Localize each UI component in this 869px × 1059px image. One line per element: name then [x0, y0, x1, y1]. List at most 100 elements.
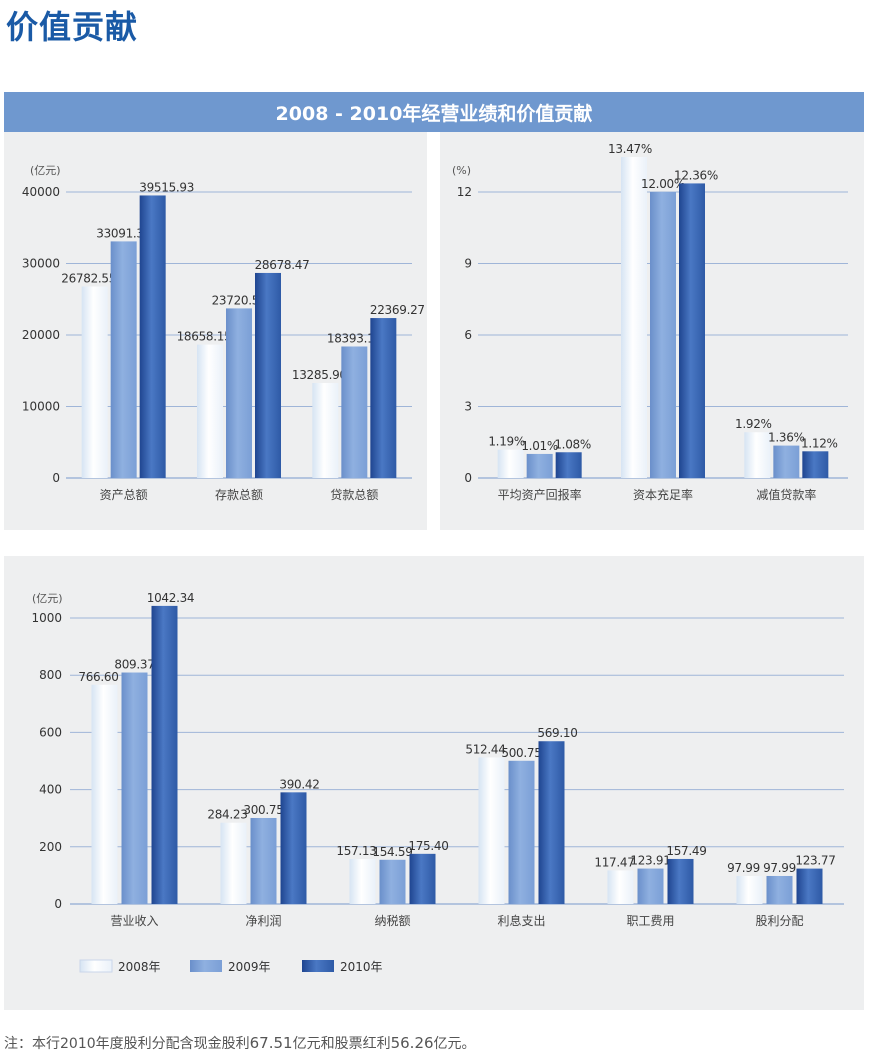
data-label: 12.36%: [674, 168, 718, 182]
y-tick-label: 0: [54, 897, 62, 911]
footnote-text-1: 注：本行2010年度股利分配含现金股利: [4, 1036, 250, 1052]
bar-2009: [250, 817, 277, 904]
y-tick-label: 600: [39, 725, 62, 739]
chart-panel-scale: (亿元) 0 10000 20000 30000 40000 26782.55 33091.3…: [4, 132, 427, 530]
y-tick-label: 0: [52, 471, 60, 485]
data-label: 23720.55: [212, 293, 267, 307]
y-tick-label: 200: [39, 840, 62, 854]
bar-2008: [349, 859, 376, 904]
data-label: 1.01%: [521, 439, 558, 453]
x-category-label: 平均资产回报率: [498, 487, 582, 502]
x-category-label: 资本充足率: [633, 487, 693, 502]
bar-2010: [409, 853, 436, 904]
y-unit-label: (亿元): [30, 164, 61, 177]
chart-panel-contribution: (亿元) 0 200 400 600 800 1000 766.60 809.37 1042.34…: [4, 556, 864, 1010]
chart-ratios-svg: (%) 0 3 6 9 12 1.19%1.01%1.08% 平均资产回报率 13.47% 12.…: [452, 142, 848, 502]
data-label: 18393.14: [327, 331, 382, 345]
data-label: 569.10: [537, 726, 577, 740]
data-label: 123.77: [795, 854, 835, 868]
data-label: 33091.37: [96, 226, 151, 240]
data-label: 1.92%: [735, 417, 772, 431]
legend-label-2010: 2010年: [340, 960, 383, 974]
data-label: 22369.27: [370, 303, 425, 317]
bar-2009: [637, 868, 664, 904]
bar-2009: [110, 241, 137, 478]
data-label: 1042.34: [147, 591, 195, 605]
y-tick-label: 800: [39, 668, 62, 682]
bar-2008: [607, 870, 634, 904]
y-unit-label: (亿元): [32, 592, 63, 605]
legend-swatch-2008: [79, 959, 113, 973]
footnote-stock-dividend: 56.26: [390, 1034, 434, 1052]
bar-2008: [220, 822, 247, 904]
data-label: 97.99: [763, 861, 796, 875]
bar-2009: [650, 192, 676, 478]
y-tick-label: 3: [464, 400, 472, 414]
bar-2008: [197, 344, 223, 478]
bar-2010: [802, 451, 829, 478]
bar-2008: [497, 449, 524, 478]
bar-2008: [621, 156, 647, 478]
data-label: 175.40: [408, 839, 448, 853]
data-label: 97.99: [727, 861, 760, 875]
y-tick-label: 400: [39, 783, 62, 797]
data-label: 1.08%: [554, 437, 591, 451]
data-label: 13.47%: [608, 142, 652, 156]
data-label: 12.00%: [641, 177, 685, 191]
footnote-text-2: 亿元和股票红利: [292, 1036, 391, 1052]
chart-panel-ratios: (%) 0 3 6 9 12 1.19% 1.01% 1.08% 平均资产回报率 13.47% 12.…: [440, 132, 864, 530]
data-label: 500.75: [501, 746, 541, 760]
y-tick-label: 10000: [22, 400, 60, 414]
data-label: 766.60: [78, 670, 118, 684]
bar-2010: [255, 272, 281, 478]
bar-2008: [736, 875, 763, 904]
data-label: 157.49: [666, 844, 706, 858]
y-unit-label: (%): [452, 164, 471, 177]
data-label: 39515.93: [139, 180, 194, 194]
bar-2010: [151, 605, 178, 904]
y-tick-label: 30000: [22, 257, 60, 271]
legend-label-2009: 2009年: [228, 960, 271, 974]
footnote-text-3: 亿元。: [433, 1036, 476, 1052]
data-label: 26782.55: [61, 272, 116, 286]
data-label: 1.36%: [768, 431, 805, 445]
data-label: 13285.90: [292, 368, 347, 382]
data-label: 512.44: [465, 742, 505, 756]
data-label: 300.75: [243, 803, 283, 817]
x-category-label: 存款总额: [215, 488, 263, 502]
data-label: 1.19%: [488, 435, 525, 449]
data-label: 157.13: [336, 844, 376, 858]
bar-2008: [91, 684, 118, 904]
chart-scale-svg: (亿元) 0 10000 20000 30000 40000 26782.55 33091.3…: [22, 164, 425, 502]
data-label: 154.59: [372, 845, 412, 859]
x-category-label: 股利分配: [755, 914, 803, 928]
bar-2010: [667, 858, 694, 904]
data-label: 284.23: [207, 808, 247, 822]
data-label: 18658.15: [177, 330, 232, 344]
footnote-cash-dividend: 67.51: [249, 1034, 293, 1052]
x-category-label: 资产总额: [100, 488, 148, 502]
bar-2009: [341, 346, 368, 478]
data-label: 117.47: [594, 855, 634, 869]
footnote: 注：本行2010年度股利分配含现金股利67.51亿元和股票红利56.26亿元。: [4, 1033, 476, 1053]
x-category-label: 职工费用: [626, 914, 674, 928]
x-category-label: 纳税额: [374, 914, 410, 928]
bar-2009: [379, 859, 406, 904]
legend-swatch-2009: [190, 960, 222, 972]
bar-2009: [226, 308, 252, 478]
bar-2009: [508, 760, 535, 904]
section-banner: 2008 - 2010年经营业绩和价值贡献: [4, 92, 864, 132]
legend-swatch-2010: [302, 960, 334, 972]
y-tick-label: 20000: [22, 328, 60, 342]
y-tick-label: 9: [464, 257, 472, 271]
y-tick-label: 40000: [22, 185, 60, 199]
bar-2009: [526, 453, 553, 478]
x-category-label: 利息支出: [497, 913, 545, 928]
bar-2010: [139, 195, 166, 478]
y-tick-label: 6: [464, 328, 472, 342]
bar-2008: [81, 286, 108, 478]
data-label: 123.91: [630, 854, 670, 868]
bar-2010: [538, 741, 565, 904]
bar-2010: [370, 318, 397, 478]
